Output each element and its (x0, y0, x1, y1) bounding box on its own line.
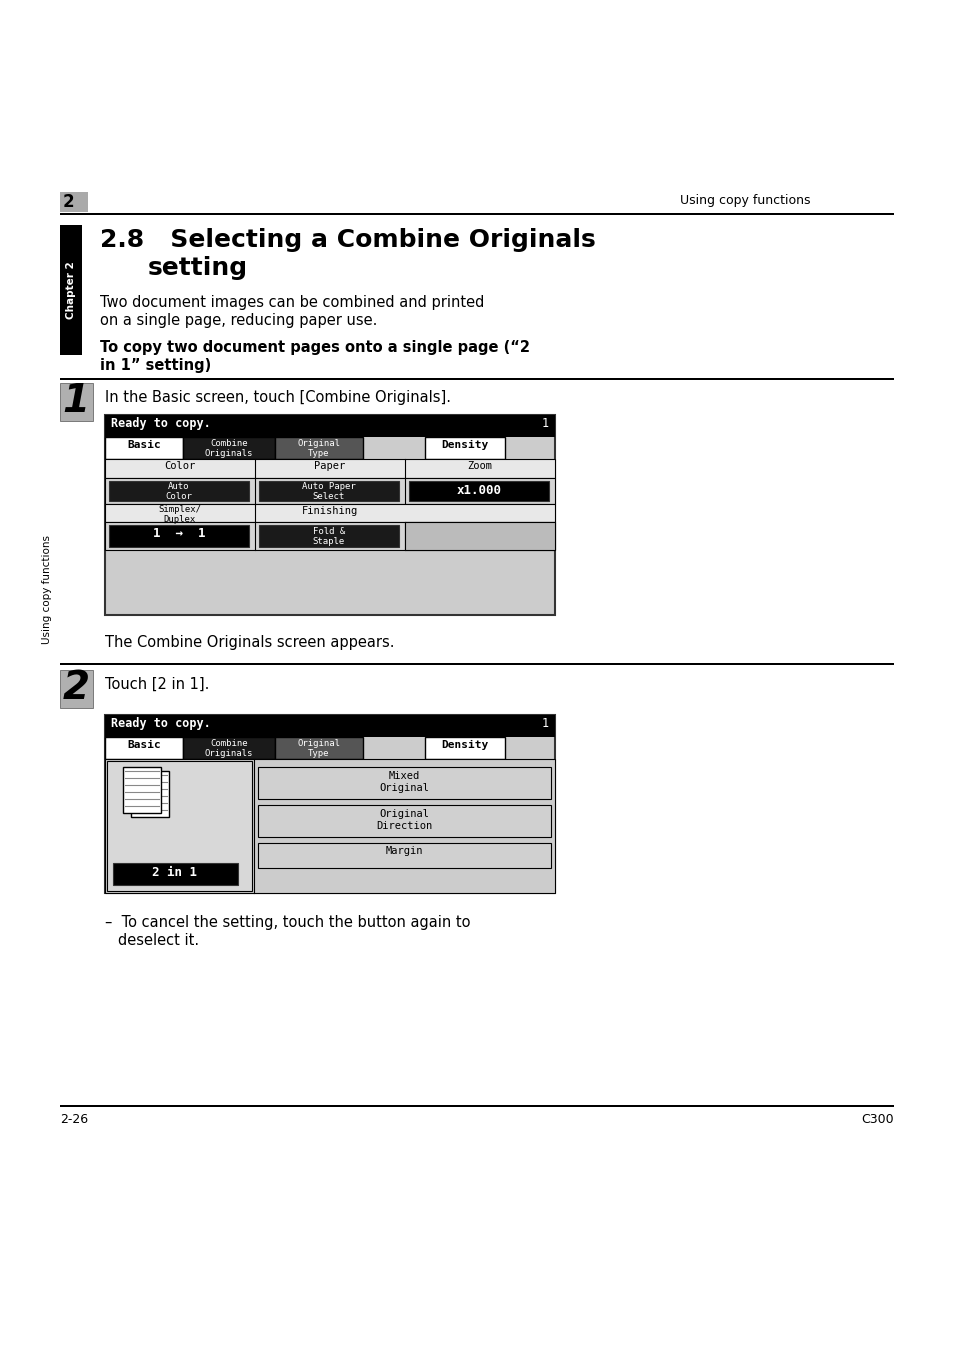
Text: Color: Color (164, 460, 195, 471)
Bar (258, 525, 398, 547)
Text: Finishing: Finishing (301, 506, 357, 516)
Text: Touch [2 in 1].: Touch [2 in 1]. (105, 676, 209, 693)
Bar (60, 670, 92, 707)
Text: Auto
Color: Auto Color (166, 482, 193, 501)
Bar (105, 522, 555, 549)
Bar (105, 737, 183, 759)
Text: deselect it.: deselect it. (118, 933, 199, 948)
Text: Combine
Originals: Combine Originals (205, 738, 253, 759)
Bar (105, 437, 183, 459)
Bar (274, 437, 363, 459)
Bar (258, 481, 398, 501)
Bar (257, 767, 551, 799)
Text: 2-26: 2-26 (60, 1112, 88, 1126)
Bar (60, 378, 893, 379)
Bar (131, 771, 169, 817)
Text: 2: 2 (63, 670, 90, 707)
Bar (109, 525, 249, 547)
Bar (274, 737, 363, 759)
Bar (60, 213, 893, 215)
Bar (405, 522, 555, 549)
Text: Ready to copy.: Ready to copy. (111, 717, 211, 730)
Text: 2 in 1: 2 in 1 (152, 865, 197, 879)
Text: 1: 1 (541, 717, 548, 730)
Bar (60, 383, 92, 421)
Text: Two document images can be combined and printed: Two document images can be combined and … (100, 296, 484, 310)
Bar (105, 504, 555, 522)
Bar (424, 737, 504, 759)
Text: Basic: Basic (127, 740, 161, 751)
Bar (257, 842, 551, 868)
Text: To copy two document pages onto a single page (“2: To copy two document pages onto a single… (100, 340, 530, 355)
Text: Mixed
Original: Mixed Original (378, 771, 429, 792)
Bar (409, 481, 548, 501)
Text: Chapter 2: Chapter 2 (66, 261, 76, 319)
Text: Density: Density (441, 740, 488, 751)
Text: setting: setting (148, 256, 248, 279)
Text: 2.8   Selecting a Combine Originals: 2.8 Selecting a Combine Originals (100, 228, 595, 252)
Bar (183, 737, 274, 759)
Bar (105, 716, 555, 892)
Text: Combine
Originals: Combine Originals (205, 439, 253, 459)
Bar (424, 437, 504, 459)
Text: Margin: Margin (385, 846, 422, 856)
Bar (60, 192, 88, 212)
Text: Ready to copy.: Ready to copy. (111, 417, 211, 431)
Text: Density: Density (441, 440, 488, 450)
Text: Using copy functions: Using copy functions (42, 536, 52, 644)
Text: 1: 1 (63, 382, 90, 420)
Text: The Combine Originals screen appears.: The Combine Originals screen appears. (105, 634, 395, 649)
Bar (105, 478, 555, 504)
Text: on a single page, reducing paper use.: on a single page, reducing paper use. (100, 313, 377, 328)
Text: Zoom: Zoom (467, 460, 492, 471)
Text: Fold &
Staple: Fold & Staple (313, 526, 345, 547)
Text: –  To cancel the setting, touch the button again to: – To cancel the setting, touch the butto… (105, 915, 470, 930)
Text: 1: 1 (541, 417, 548, 431)
Bar (112, 863, 237, 886)
Text: in 1” setting): in 1” setting) (100, 358, 211, 373)
Text: Basic: Basic (127, 440, 161, 450)
Text: Simplex/
Duplex: Simplex/ Duplex (158, 505, 201, 524)
Bar (257, 805, 551, 837)
Bar (105, 716, 555, 737)
Text: Auto Paper
Select: Auto Paper Select (302, 482, 355, 501)
Bar (183, 437, 274, 459)
Bar (107, 761, 252, 891)
Text: 1  →  1: 1 → 1 (152, 526, 205, 540)
Bar (109, 481, 249, 501)
Text: In the Basic screen, touch [Combine Originals].: In the Basic screen, touch [Combine Orig… (105, 390, 451, 405)
Text: C300: C300 (861, 1112, 893, 1126)
Text: x1.000: x1.000 (456, 485, 501, 497)
Bar (60, 225, 82, 355)
Bar (60, 1106, 893, 1107)
Bar (105, 759, 555, 892)
Text: Paper: Paper (314, 460, 345, 471)
Bar (60, 663, 893, 664)
Text: Original
Direction: Original Direction (375, 809, 432, 830)
Bar (105, 459, 555, 478)
Bar (105, 414, 555, 437)
Text: Using copy functions: Using copy functions (679, 194, 810, 207)
Text: 2: 2 (63, 193, 74, 211)
Bar (123, 767, 161, 813)
Bar (105, 414, 555, 616)
Text: Original
Type: Original Type (297, 439, 340, 459)
Text: Original
Type: Original Type (297, 738, 340, 759)
